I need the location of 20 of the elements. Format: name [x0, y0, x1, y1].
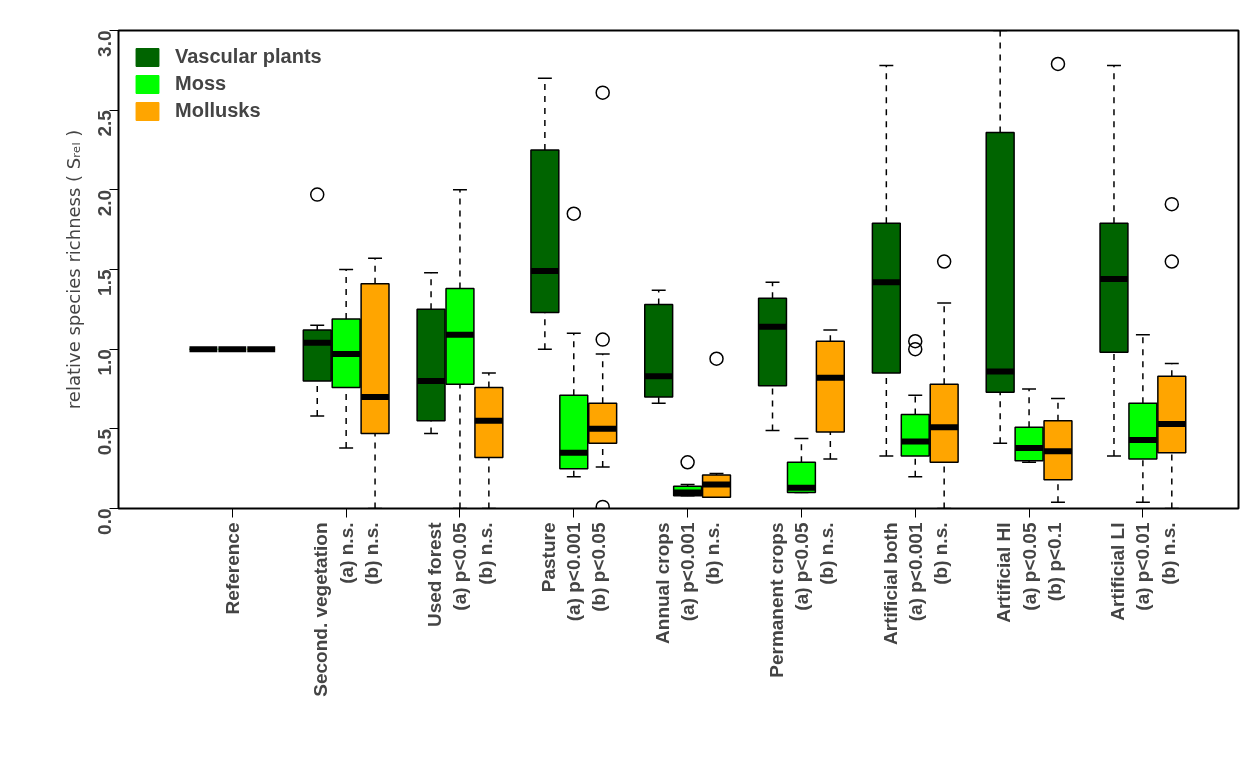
y-tick-label: 2.5	[94, 109, 115, 137]
x-tick-label: Permanent crops (a) p<0.05 (b) n.s.	[765, 522, 838, 678]
x-tick-label: Annual crops (a) p<0.001 (b) n.s.	[651, 522, 724, 644]
y-axis-title: relative species richness ( Sᵣₑₗ )	[62, 129, 84, 410]
x-tick-label: Second. vegetation (a) n.s. (b) n.s.	[310, 522, 382, 697]
x-tick-label: Used forest (a) p<0.05 (b) n.s.	[424, 521, 496, 628]
x-tick-label: Artificial HI (a) p<0.05 (b) p<0.1	[993, 522, 1065, 623]
y-tick-label: 1.5	[94, 269, 115, 296]
x-tick-label: Pasture (a) p<0.001 (b) p<0.05	[538, 522, 610, 622]
y-tick-label: 2.0	[94, 189, 115, 217]
x-tick-label: Reference	[221, 522, 243, 615]
x-tick-label: Artificial LI (a) p<0.01 (b) n.s.	[1107, 522, 1179, 621]
y-tick-label: 0.0	[94, 508, 115, 535]
x-tick-label: Artificial both (a) p<0.001 (b) n.s.	[879, 522, 951, 645]
y-tick-label: 3.0	[94, 30, 115, 57]
legend-label: Vascular plants	[175, 45, 322, 68]
y-tick-label: 1.0	[94, 349, 115, 376]
y-tick-label: 0.5	[94, 428, 115, 456]
legend-label: Moss	[175, 72, 227, 95]
legend-label: Mollusks	[175, 99, 261, 122]
